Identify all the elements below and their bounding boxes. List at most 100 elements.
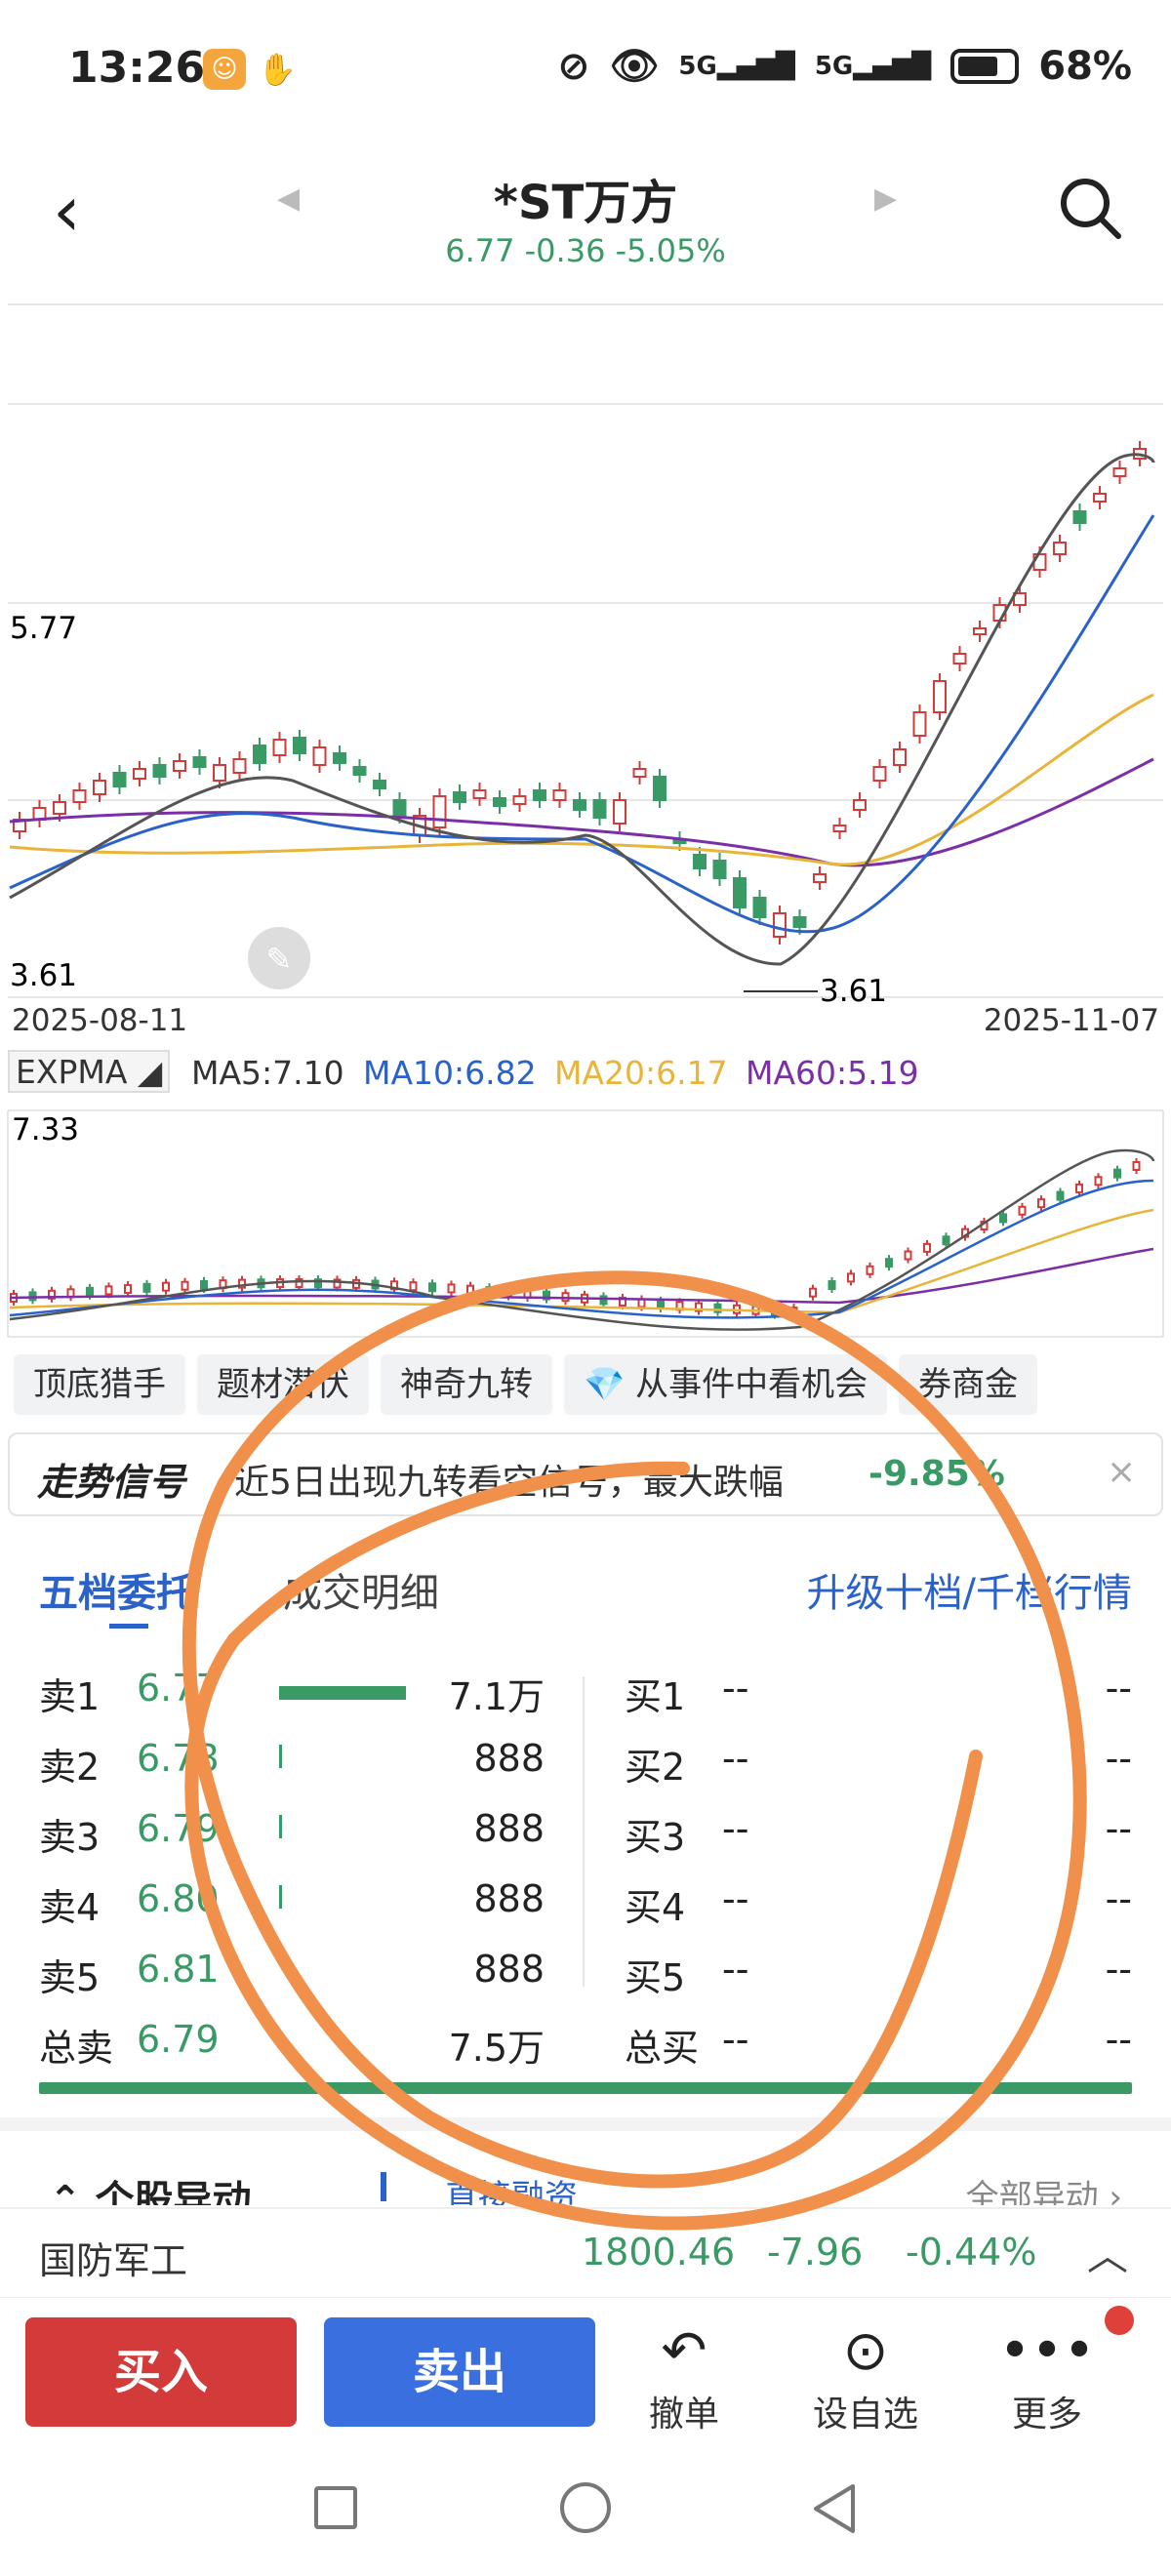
undo-icon: ↶ — [661, 2319, 707, 2383]
chip-theme-lurk[interactable]: 题材潜伏 — [197, 1354, 369, 1415]
search-icon[interactable] — [1056, 174, 1124, 242]
expand-up-icon[interactable]: ︿ — [1086, 2232, 1128, 2279]
candle-body — [133, 768, 146, 780]
trade-toolbar: 买入 卖出 ↶ 撤单 ⊙ 设自选 ••• 更多 — [0, 2297, 1171, 2443]
candle-body — [352, 766, 367, 776]
candle-body — [200, 1279, 208, 1290]
ma5-line — [9, 453, 1155, 966]
ask-volume-bar — [279, 1815, 282, 1838]
signal-icon-1: 5G▂▄▆█ — [678, 51, 795, 81]
candle-body — [733, 877, 747, 908]
candle-body — [847, 1272, 855, 1283]
candle-body — [632, 768, 647, 778]
candle-body — [952, 653, 967, 664]
tab-five-level[interactable]: 五档委托 — [39, 1571, 195, 1616]
overview-chart[interactable]: 7.33 — [0, 1103, 1171, 1347]
candle-body — [973, 627, 987, 635]
system-nav-bar — [0, 2443, 1171, 2576]
candle-body — [447, 1283, 456, 1294]
ask-row: 卖1 6.77 7.1万 买1 -- -- — [39, 1667, 1132, 1718]
sell-button[interactable]: 卖出 — [324, 2317, 595, 2427]
svg-text:3.61: 3.61 — [820, 974, 887, 1005]
ma60-value: MA60:5.19 — [746, 1054, 919, 1092]
draw-tool-icon[interactable]: ✎ — [248, 927, 310, 989]
chip-bottom-hunter[interactable]: 顶底猎手 — [14, 1354, 185, 1415]
sector-bar[interactable]: 国防军工 1800.46 -7.96 -0.44% ︿ — [0, 2207, 1171, 2295]
candle-body — [48, 1289, 56, 1300]
candle-body — [1093, 493, 1107, 503]
chip-broker[interactable]: 券商金 — [899, 1354, 1038, 1415]
candle-body — [162, 1281, 170, 1292]
candle-body — [124, 1284, 132, 1295]
stock-quote: 6.77 -0.36 -5.05% — [445, 232, 726, 269]
order-tabs: 五档委托 成交明细 升级十档/千档行情 — [0, 1542, 1171, 1630]
candle-body — [72, 789, 87, 803]
movements-link[interactable]: 直接融资 — [445, 2178, 578, 2205]
candle-body — [832, 825, 847, 832]
feature-chips: 顶底猎手 题材潜伏 神奇九转 💎 从事件中看机会 券商金 — [0, 1354, 1171, 1415]
candle-body — [866, 1265, 874, 1275]
back-icon[interactable] — [810, 2482, 859, 2535]
more-button[interactable]: ••• 更多 — [993, 2317, 1101, 2436]
candle-body — [472, 789, 487, 799]
candle-body — [693, 854, 707, 869]
candle-body — [912, 711, 927, 737]
indicator-selector[interactable]: EXPMA ◢ — [8, 1050, 171, 1093]
chip-magic-nine[interactable]: 神奇九转 — [381, 1354, 552, 1415]
candles — [13, 441, 1147, 945]
candle-body — [1037, 1198, 1045, 1209]
candle-body — [86, 1286, 94, 1297]
candle-body — [552, 789, 567, 801]
candle-body — [392, 799, 407, 817]
prev-stock-icon[interactable]: ◀ — [277, 181, 301, 216]
candle-body — [1056, 1190, 1065, 1201]
candle-body — [173, 760, 186, 772]
candle-body — [773, 912, 787, 938]
candle-body — [533, 789, 546, 801]
back-arrow-icon[interactable]: ‹ — [53, 170, 81, 252]
recents-icon[interactable] — [314, 2486, 357, 2529]
next-stock-icon[interactable]: ▶ — [874, 181, 898, 216]
candle-body — [453, 791, 466, 803]
candle-body — [493, 797, 506, 807]
ma10-line — [9, 514, 1155, 934]
ma10-value: MA10:6.82 — [363, 1054, 537, 1092]
app-notification-icon: ☺ — [203, 49, 246, 90]
upgrade-link[interactable]: 升级十档/千档行情 — [806, 1571, 1132, 1616]
ma5-value: MA5:7.10 — [191, 1054, 344, 1092]
close-icon[interactable]: × — [1107, 1452, 1137, 1492]
cancel-order-button[interactable]: ↶ 撤单 — [630, 2317, 738, 2436]
candle-body — [112, 772, 127, 787]
candle-body — [485, 1286, 494, 1297]
buy-button[interactable]: 买入 — [25, 2317, 297, 2427]
trend-signal-banner[interactable]: 走势信号 近5日出现九转看空信号，最大跌幅 -9.85% × — [8, 1432, 1163, 1516]
candle-body — [573, 799, 586, 811]
candle-body — [942, 1235, 950, 1246]
date-end: 2025-11-07 — [983, 1003, 1159, 1038]
candlestick-chart[interactable]: 5.77 3.61 3.61 ✎ — [0, 293, 1171, 1005]
candle-body — [923, 1242, 931, 1253]
sector-pct: -0.44% — [906, 2231, 1037, 2274]
candle-body — [192, 756, 207, 768]
candle-body — [1132, 1161, 1141, 1171]
diamond-icon: 💎 — [584, 1365, 626, 1404]
home-icon[interactable] — [560, 2482, 611, 2533]
all-movements-link[interactable]: 全部异动 › — [965, 2178, 1122, 2205]
chip-event-opportunity[interactable]: 💎 从事件中看机会 — [564, 1354, 888, 1415]
svg-text:✎: ✎ — [266, 941, 293, 978]
tab-trade-detail[interactable]: 成交明细 — [283, 1571, 439, 1616]
status-right: ⊘ 👁 5G▂▄▆█ 5G▂▄▆█ 68% — [557, 43, 1132, 90]
candle-body — [409, 1281, 418, 1292]
candle-body — [93, 780, 106, 795]
candle-body — [432, 795, 447, 828]
add-watchlist-button[interactable]: ⊙ 设自选 — [812, 2319, 918, 2435]
candle-body — [657, 1299, 665, 1309]
vibrate-icon: ⊘ — [557, 43, 590, 89]
candle-body — [752, 897, 767, 918]
date-start: 2025-08-11 — [12, 1003, 188, 1038]
candle-body — [893, 748, 907, 766]
candle-body — [152, 764, 167, 778]
candle-body — [613, 799, 626, 825]
ask-volume-bar — [279, 1686, 406, 1700]
stock-movements-header: ⌃ 个股异动 直接融资 全部异动 › — [0, 2166, 1171, 2205]
